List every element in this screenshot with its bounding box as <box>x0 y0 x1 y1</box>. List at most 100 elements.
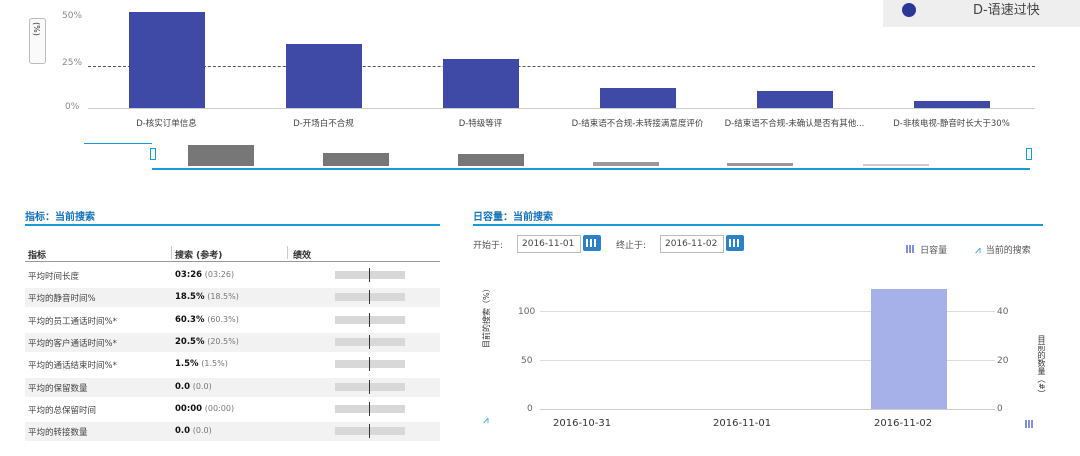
table-row: 平均的保留数量 0.0 (0.0) <box>25 377 440 397</box>
performance-bar <box>335 357 405 372</box>
gridline <box>540 311 995 312</box>
metric-name: 平均的员工通话时间%* <box>28 316 117 327</box>
metric-value: 20.5% (20.5%) <box>175 337 239 347</box>
left-tick-0: 0 <box>527 404 533 414</box>
navigator-left-line <box>84 143 152 144</box>
x-category-label: D-核实订单信息 <box>136 119 197 129</box>
header-search: 搜索 (参考) <box>175 251 223 261</box>
y-tick-25: 25% <box>62 58 83 68</box>
navigator-bar <box>727 163 793 166</box>
navigator-bar <box>458 154 524 166</box>
volume-chart <box>540 270 995 420</box>
metrics-table-header: 指标 搜索 (参考) 绩效 <box>25 244 440 262</box>
start-date-input[interactable]: 2016-11-01 <box>517 235 581 253</box>
metric-reference: (18.5%) <box>207 292 239 302</box>
header-divider <box>287 246 288 259</box>
navigator-bar <box>188 145 254 166</box>
bar-legend-icon <box>1025 420 1034 428</box>
metric-reference: (0.0) <box>192 381 212 391</box>
line-chart-icon: ⩘ <box>975 245 981 256</box>
metric-value: 0.0 (0.0) <box>175 426 212 436</box>
metric-reference: (60.3%) <box>207 314 239 324</box>
legend-volume-label: 日容量 <box>920 246 948 256</box>
right-tick-40: 40 <box>997 307 1009 317</box>
bar-6[interactable] <box>913 101 990 108</box>
metric-value: 03:26 (03:26) <box>175 270 234 280</box>
performance-bar <box>335 268 405 282</box>
table-row: 平均的通话结束时间%* 1.5% (1.5%) <box>25 355 440 374</box>
metric-name: 平均的静音时间% <box>28 294 96 305</box>
x-category-label: D-特级等评 <box>458 119 503 129</box>
legend-current[interactable]: ⩘ 当前的搜索 <box>975 238 1031 257</box>
bar-1[interactable] <box>128 12 205 108</box>
average-dashed-line <box>88 66 1035 67</box>
metric-reference: (20.5%) <box>207 336 239 346</box>
table-row: 平均的转接数量 0.0 (0.0) <box>25 422 440 442</box>
left-tick-100: 100 <box>518 307 536 317</box>
calendar-icon[interactable] <box>583 235 601 251</box>
calendar-icon[interactable] <box>726 235 744 251</box>
legend-volume[interactable]: 日容量 <box>906 238 947 257</box>
metric-name: 平均时间长度 <box>28 272 80 282</box>
metric-reference: (0.0) <box>192 426 212 436</box>
start-label: 开始于: <box>473 241 504 251</box>
x-category-label: D-结束语不合规-未转接满意度评价 <box>571 119 704 129</box>
navigator-right-handle[interactable] <box>1026 148 1032 160</box>
metric-current: 0.0 <box>175 381 191 392</box>
x-date-label: 2016-11-02 <box>874 418 933 429</box>
metric-reference: (00:00) <box>204 403 235 413</box>
metrics-title: 指标：当前搜索 <box>25 212 95 223</box>
performance-bar <box>335 290 405 305</box>
navigator-left-handle[interactable] <box>150 148 156 160</box>
bar-chart-icon <box>906 244 915 253</box>
x-date-label: 2016-10-31 <box>553 418 612 429</box>
table-row: 平均的静音时间% 18.5% (18.5%) <box>25 288 440 308</box>
metric-reference: (03:26) <box>204 270 235 279</box>
volume-bar[interactable] <box>871 288 947 409</box>
right-axis-label: 目前的数量（#） <box>1037 335 1046 398</box>
performance-bar <box>335 401 405 416</box>
volume-title: 日容量：当前搜索 <box>473 212 553 223</box>
bar-4[interactable] <box>599 87 676 108</box>
y-axis-label: (%) <box>32 22 41 36</box>
table-row: 平均时间长度 03:26 (03:26) <box>25 266 440 285</box>
metric-current: 60.3% <box>175 314 205 325</box>
bar-3[interactable] <box>442 59 519 108</box>
metric-value: 0.0 (0.0) <box>175 382 212 392</box>
table-row: 平均的总保留时间 00:00 (00:00) <box>25 400 440 419</box>
metric-name: 平均的客户通话时间%* <box>28 338 117 349</box>
metric-name: 平均的总保留时间 <box>28 405 97 416</box>
bar-5[interactable] <box>756 91 833 108</box>
y-tick-0: 0% <box>65 102 80 112</box>
metric-current: 20.5% <box>175 336 205 347</box>
y-axis-selector[interactable]: (%) <box>29 18 46 64</box>
gridline <box>540 409 995 410</box>
line-legend-icon: ⩘ <box>483 415 489 426</box>
range-navigator[interactable] <box>84 143 1032 171</box>
metric-current: 00:00 <box>175 403 203 414</box>
header-underline <box>25 261 440 262</box>
legend-dot-icon <box>902 3 916 17</box>
navigator-bottom-line <box>152 168 1030 170</box>
navigator-bar <box>323 153 389 166</box>
x-category-label: D-开场白不合规 <box>293 119 354 129</box>
left-tick-50: 50 <box>521 356 533 366</box>
top-bar-chart: 50% 25% 0% (%) D-核实订单信息 D-开场白不合规 D-特级等评 D-结… <box>0 0 1080 135</box>
metric-current: 1.5% <box>175 359 199 370</box>
chart-axis-line <box>88 108 1035 109</box>
bar-2[interactable] <box>285 44 362 108</box>
x-category-label: D-非核电视-静音时长大于30% <box>893 119 1010 129</box>
y-tick-50: 50% <box>62 11 83 21</box>
navigator-bar <box>863 164 929 166</box>
end-date-input[interactable]: 2016-11-02 <box>660 235 724 253</box>
volume-title-underline <box>473 224 1043 226</box>
performance-bar <box>335 424 405 439</box>
end-label: 终止于: <box>616 241 647 251</box>
right-tick-20: 20 <box>997 356 1009 366</box>
metric-name: 平均的通话结束时间%* <box>28 361 117 372</box>
left-axis-label: 目前的搜索（%） <box>482 284 491 348</box>
performance-bar <box>335 379 405 394</box>
performance-bar <box>335 312 405 327</box>
metric-current: 18.5% <box>175 292 205 303</box>
legend[interactable]: D-语速过快 <box>883 0 1080 27</box>
